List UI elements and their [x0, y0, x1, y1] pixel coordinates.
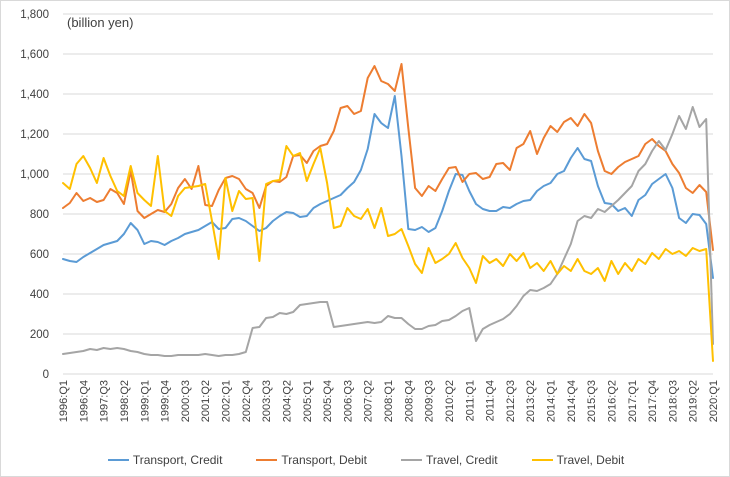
- x-axis-tick-label: 2008:Q1: [383, 380, 395, 422]
- x-axis-tick-label: 2005:Q4: [322, 380, 334, 422]
- x-axis-tick-label: 2014:Q1: [546, 380, 558, 422]
- x-axis-tick-label: 2007:Q2: [363, 380, 375, 422]
- y-axis-tick-label: 0: [43, 369, 49, 381]
- legend-item-travel-debit: Travel, Debit: [531, 453, 625, 467]
- x-axis-tick-label: 2005:Q1: [302, 380, 314, 422]
- x-axis-tick-label: 2008:Q4: [403, 380, 415, 422]
- x-axis-tick-label: 2013:Q2: [525, 380, 537, 422]
- chart-legend: Transport, Credit Transport, Debit Travel,…: [1, 450, 729, 470]
- x-axis-tick-label: 2003:Q3: [261, 380, 273, 422]
- x-axis-tick-label: 2011:Q4: [485, 380, 497, 421]
- x-axis-tick-label: 2017:Q1: [627, 380, 639, 422]
- legend-item-travel-credit: Travel, Credit: [401, 453, 498, 467]
- legend-label: Travel, Credit: [426, 453, 498, 467]
- x-axis-tick-label: 1999:Q1: [139, 380, 151, 422]
- x-axis-tick-label: 2014:Q4: [566, 380, 578, 422]
- legend-label: Transport, Debit: [281, 453, 368, 467]
- legend-label: Travel, Debit: [556, 453, 625, 467]
- y-axis-tick-label: 400: [30, 289, 49, 301]
- legend-dash-icon: [401, 459, 423, 461]
- x-axis-tick-label: 2017:Q4: [647, 380, 659, 422]
- x-axis-tick-label: 2000:Q3: [180, 380, 192, 422]
- series-line-transport-credit: [62, 95, 714, 279]
- y-axis-tick-label: 1,000: [20, 169, 49, 181]
- x-axis-tick-label: 2016:Q2: [606, 380, 618, 422]
- y-axis-tick-label: 1,200: [20, 129, 49, 141]
- x-axis-tick-label: 1998:Q2: [119, 380, 131, 422]
- x-axis-tick-label: 1996:Q4: [78, 380, 90, 422]
- x-axis-tick-label: 2009:Q3: [424, 380, 436, 422]
- x-axis-tick-label: 1999:Q4: [160, 380, 172, 422]
- legend-dash-icon: [531, 459, 553, 461]
- legend-item-transport-credit: Transport, Credit: [107, 453, 223, 467]
- x-axis-tick-label: 2004:Q2: [281, 380, 293, 422]
- y-axis-tick-label: 200: [30, 329, 49, 341]
- legend-dash-icon: [256, 459, 278, 461]
- series-line-travel-debit: [62, 145, 714, 362]
- unit-note: (billion yen): [67, 15, 134, 30]
- x-axis-tick-label: 2020:Q1: [708, 380, 720, 422]
- x-axis-tick-label: 2011:Q1: [464, 380, 476, 421]
- x-axis-tick-label: 2002:Q4: [241, 380, 253, 422]
- y-axis-tick-label: 1,800: [20, 9, 49, 21]
- y-axis-tick-label: 600: [30, 249, 49, 261]
- x-axis-tick-label: 1997:Q3: [99, 380, 111, 422]
- x-axis-tick-label: 1996:Q1: [58, 380, 70, 422]
- x-axis-tick-label: 2019:Q2: [688, 380, 700, 422]
- series-line-transport-debit: [62, 63, 714, 251]
- x-axis-tick-label: 2012:Q3: [505, 380, 517, 422]
- x-axis-tick-label: 2015:Q3: [586, 380, 598, 422]
- x-axis-tick-label: 2002:Q1: [221, 380, 233, 422]
- x-axis-tick-label: 2010:Q2: [444, 380, 456, 422]
- x-axis-tick-label: 2006:Q3: [342, 380, 354, 422]
- x-axis-tick-label: 2018:Q3: [667, 380, 679, 422]
- y-axis-tick-label: 1,400: [20, 89, 49, 101]
- legend-label: Transport, Credit: [132, 453, 223, 467]
- y-axis-tick-label: 1,600: [20, 49, 49, 61]
- x-axis-tick-label: 2001:Q2: [200, 380, 212, 422]
- legend-dash-icon: [107, 459, 129, 461]
- series-line-travel-credit: [62, 106, 714, 357]
- y-axis-tick-label: 800: [30, 209, 49, 221]
- legend-item-transport-debit: Transport, Debit: [256, 453, 367, 467]
